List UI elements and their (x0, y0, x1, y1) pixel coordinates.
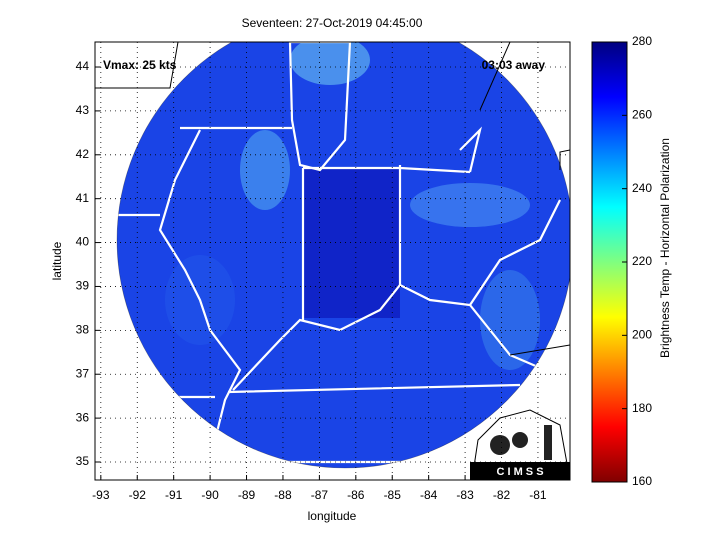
y-tick-label: 36 (76, 410, 90, 424)
logo: C I M S S (470, 409, 571, 481)
y-tick-label: 37 (76, 366, 90, 380)
x-tick-label: -86 (347, 488, 365, 502)
colorbar-tick-label: 240 (632, 181, 652, 195)
plot-frame (94, 41, 571, 481)
colorbar-tick-label: 280 (632, 34, 652, 48)
x-tick-label: -93 (92, 488, 110, 502)
x-tick-label: -89 (238, 488, 256, 502)
chart-title: Seventeen: 27-Oct-2019 04:45:00 (242, 16, 423, 30)
y-tick-label: 43 (76, 103, 90, 117)
y-tick-label: 41 (76, 191, 90, 205)
y-tick-label: 44 (76, 59, 90, 73)
x-tick-label: -90 (201, 488, 219, 502)
x-tick-label: -83 (456, 488, 474, 502)
colorbar-tick-label: 180 (632, 401, 652, 415)
x-tick-label: -82 (493, 488, 511, 502)
x-tick-label: -85 (384, 488, 402, 502)
x-tick-label: -87 (311, 488, 329, 502)
colorbar-tick-label: 220 (632, 254, 652, 268)
y-tick-label: 35 (76, 454, 90, 468)
logo-text: C I M S S (496, 466, 543, 478)
y-axis-label: latitude (50, 241, 64, 280)
y-tick-label: 39 (76, 279, 90, 293)
x-tick-label: -88 (274, 488, 292, 502)
y-tick-label: 42 (76, 147, 90, 161)
colorbar-tick-label: 200 (632, 328, 652, 342)
annotation: Vmax: 25 kts (103, 58, 177, 72)
y-tick-label: 40 (76, 235, 90, 249)
colorbar-tick-label: 160 (632, 474, 652, 488)
x-tick-label: -84 (420, 488, 438, 502)
y-tick-label: 38 (76, 323, 90, 337)
colorbar-label: Brightness Temp - Horizontal Polarizatio… (658, 138, 672, 358)
x-tick-label: -91 (165, 488, 183, 502)
colorbar-tick-label: 260 (632, 108, 652, 122)
x-tick-label: -92 (129, 488, 147, 502)
colorbar (591, 41, 628, 483)
x-axis-label: longitude (308, 509, 357, 523)
annotation: 03:03 away (482, 58, 546, 72)
x-tick-label: -81 (529, 488, 547, 502)
